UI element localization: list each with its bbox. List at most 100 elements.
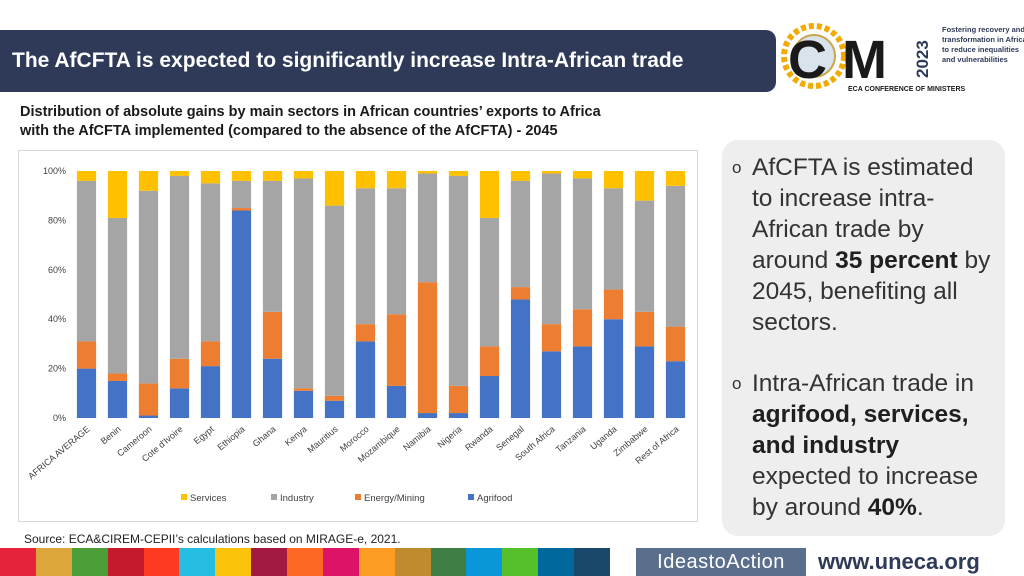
legend-swatch	[181, 494, 187, 500]
legend-swatch	[468, 494, 474, 500]
bar-agrifood-segment	[448, 413, 469, 418]
bar-agrifood-segment	[76, 368, 97, 418]
bar-energy-mining-segment	[634, 311, 655, 347]
x-tick-label: Mauritius	[305, 424, 340, 455]
bar-industry-segment	[572, 178, 593, 310]
subtitle-line-2: with the AfCFTA implemented (compared to…	[20, 123, 558, 139]
x-tick-label: Tanzania	[554, 424, 588, 455]
sdg-color-block	[0, 548, 36, 576]
bar-agrifood-segment	[634, 346, 655, 418]
x-tick-label: Ghana	[251, 424, 278, 449]
source-note: Source: ECA&CIREM-CEPII’s calculations b…	[24, 532, 401, 546]
logo-tagline-3: to reduce inequalities	[942, 45, 1019, 54]
bar-services-segment	[479, 171, 500, 218]
bar-industry-segment	[231, 180, 252, 209]
x-tick-label: Egypt	[192, 424, 216, 447]
key-findings-panel: o AfCFTA is estimated to increase intra-…	[722, 140, 1005, 536]
ideas-to-action-banner: IdeastoAction	[636, 548, 806, 576]
bar-energy-mining-segment	[169, 358, 190, 389]
logo-year: 2023	[913, 40, 932, 78]
bar-services-segment	[262, 171, 283, 181]
bar-energy-mining-segment	[448, 385, 469, 414]
bar-agrifood-segment	[231, 210, 252, 418]
bullet-marker-1: o	[732, 158, 742, 177]
finding-bullet-1: o AfCFTA is estimated to increase intra-…	[732, 152, 996, 338]
bar-industry-segment	[417, 173, 438, 283]
bar-industry-segment	[355, 188, 376, 325]
y-tick-label: 20%	[48, 364, 66, 374]
bar-agrifood-segment	[510, 299, 531, 418]
bar-agrifood-segment	[479, 376, 500, 418]
bar-energy-mining-segment	[324, 395, 345, 401]
bar-energy-mining-segment	[107, 373, 128, 381]
y-tick-label: 0%	[53, 413, 66, 423]
bar-services-segment	[107, 171, 128, 218]
page-title: The AfCFTA is expected to significantly …	[12, 49, 684, 72]
bar-energy-mining-segment	[231, 208, 252, 211]
bar-industry-segment	[541, 173, 562, 325]
bar-energy-mining-segment	[541, 324, 562, 352]
bar-services-segment	[293, 171, 314, 179]
sdg-color-block	[143, 548, 180, 576]
logo-caption: ECA CONFERENCE OF MINISTERS	[848, 86, 966, 93]
x-tick-label: AFRICA AVERAGE	[26, 424, 92, 481]
sdg-color-block	[358, 548, 395, 576]
sdg-color-block	[466, 548, 503, 576]
bar-services-segment	[200, 171, 221, 184]
bar-industry-segment	[634, 200, 655, 312]
bar-industry-segment	[510, 180, 531, 288]
subtitle-line-1: Distribution of absolute gains by main s…	[20, 104, 601, 120]
website-link[interactable]: www.uneca.org	[818, 549, 980, 574]
sdg-color-block	[287, 548, 323, 576]
bar-energy-mining-segment	[293, 388, 314, 391]
y-tick-label: 80%	[48, 215, 66, 225]
x-tick-label: Kenya	[283, 424, 309, 448]
bar-industry-segment	[200, 183, 221, 342]
chart-container: 0% 20% 40% 60% 80% 100% AFRICA AVERAGE Benin Cam…	[18, 150, 698, 522]
bar-industry-segment	[479, 217, 500, 347]
bar-energy-mining-segment	[665, 326, 686, 362]
y-tick-label: 100%	[43, 166, 66, 176]
eca-conference-logo: C M 2023 Fostering recovery and transfor…	[781, 23, 1024, 93]
bar-industry-segment	[107, 217, 128, 374]
legend-label: Services	[190, 493, 227, 504]
sdg-color-block	[35, 548, 72, 576]
bar-industry-segment	[603, 188, 624, 290]
legend-label: Energy/Mining	[364, 493, 425, 504]
legend-swatch	[355, 494, 361, 500]
bar-services-segment	[541, 171, 562, 174]
bar-agrifood-segment	[386, 385, 407, 418]
finding-text-2: Intra-African trade in agrifood, service…	[752, 370, 979, 521]
logo-letter-m: M	[842, 30, 887, 90]
legend-swatch	[271, 494, 277, 500]
bar-agrifood-segment	[107, 380, 128, 418]
x-tick-label: Rwanda	[463, 424, 495, 453]
sdg-color-block	[538, 548, 574, 576]
bar-agrifood-segment	[200, 366, 221, 418]
bar-agrifood-segment	[665, 361, 686, 418]
bar-agrifood-segment	[572, 346, 593, 418]
bar-services-segment	[324, 171, 345, 206]
sdg-color-block	[322, 548, 359, 576]
bar-services-segment	[138, 171, 159, 191]
bar-industry-segment	[386, 188, 407, 315]
sdg-color-block	[502, 548, 539, 576]
bar-services-segment	[603, 171, 624, 189]
x-tick-label: Benin	[99, 424, 123, 446]
y-tick-label: 40%	[48, 314, 66, 324]
bar-services-segment	[665, 171, 686, 186]
finding-highlight-3: 40%	[867, 494, 917, 521]
finding-highlight-2: agrifood, services, and industry	[752, 401, 969, 459]
bar-energy-mining-segment	[603, 289, 624, 320]
bar-services-segment	[76, 171, 97, 181]
sdg-color-block	[251, 548, 287, 576]
x-tick-label: Ethiopia	[215, 424, 246, 453]
bar-agrifood-segment	[138, 415, 159, 418]
bar-industry-segment	[138, 190, 159, 384]
bar-energy-mining-segment	[262, 311, 283, 359]
sdg-color-block	[394, 548, 431, 576]
bar-services-segment	[386, 171, 407, 189]
bar-industry-segment	[262, 180, 283, 312]
sdg-color-block	[574, 548, 610, 576]
bar-energy-mining-segment	[510, 287, 531, 300]
